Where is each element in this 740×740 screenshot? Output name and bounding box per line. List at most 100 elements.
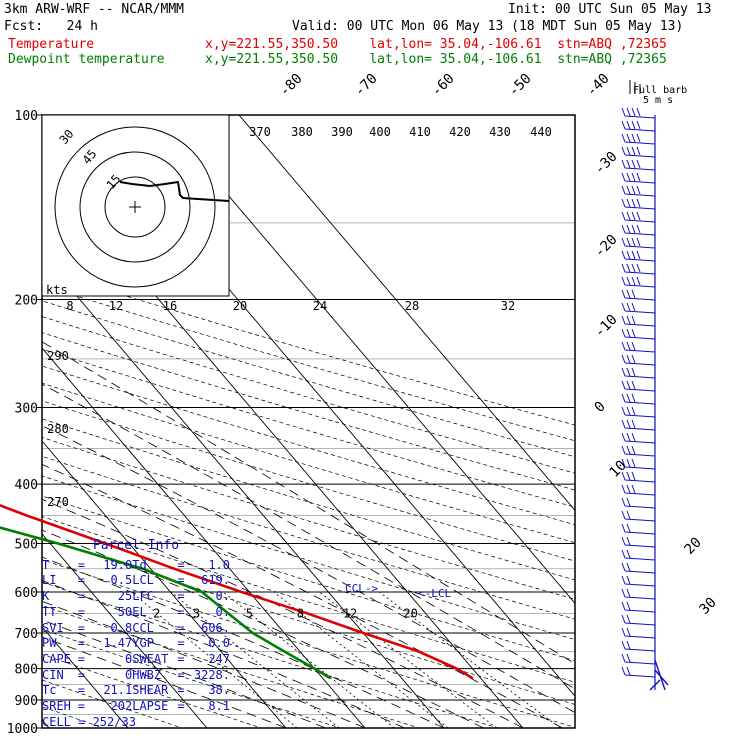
moist-adiabat <box>42 341 575 665</box>
hodograph-ring <box>54 126 216 288</box>
parcel-cell: T <box>42 557 50 572</box>
parcel-cell: = <box>77 667 85 682</box>
theta-label: 370 <box>249 125 271 139</box>
wind-barb <box>621 263 656 275</box>
parcel-cell: 1.47 <box>103 636 133 651</box>
isotherm <box>42 347 366 728</box>
parcel-cell: EL <box>132 604 147 619</box>
wind-barb <box>621 601 656 613</box>
moist-adiabat <box>42 425 575 714</box>
parcel-cell: = <box>77 604 85 619</box>
wind-barb <box>621 380 656 392</box>
speed-label: 20 <box>233 299 247 313</box>
theta-label: 390 <box>331 125 353 139</box>
wind-barb <box>621 510 656 522</box>
pressure-label: 300 <box>15 401 38 416</box>
parcel-cell: 1.0 <box>208 557 230 572</box>
wind-barb <box>621 393 656 405</box>
dry-adiabat <box>42 679 183 728</box>
forecast-hour: Fcst: 24 h <box>4 19 98 34</box>
temperature-legend-label: Temperature <box>8 37 95 52</box>
isotherm-label: 0 <box>592 399 609 416</box>
wind-barb <box>621 432 656 444</box>
wind-barb <box>621 614 656 626</box>
isotherm-label: -70 <box>352 71 381 100</box>
wind-barb <box>621 406 656 418</box>
wind-barb <box>621 120 656 132</box>
pressure-label: 800 <box>15 663 38 678</box>
parcel-cell: = <box>177 683 185 698</box>
parcel-cell: = <box>177 557 185 572</box>
wind-barb <box>621 328 656 340</box>
wind-barb <box>621 211 656 223</box>
parcel-cell: K <box>42 589 50 604</box>
wind-barb <box>621 653 656 665</box>
mixing-ratio-line <box>170 591 340 728</box>
parcel-cell: 0.8 <box>110 620 133 635</box>
parcel-cell: SWEAT <box>132 651 169 666</box>
parcel-row: T = 19.0 Td = 1.0 <box>42 558 230 574</box>
hodograph-ring <box>104 176 166 238</box>
wind-barb <box>621 341 656 353</box>
parcel-cell: = <box>177 699 185 714</box>
parcel-cell: = <box>177 636 185 651</box>
speed-label: 12 <box>109 299 123 313</box>
parcel-cell: = <box>77 699 85 714</box>
parcel-cell: 25 <box>117 589 133 604</box>
parcel-cell: = <box>177 589 185 604</box>
dry-adiabat <box>42 581 499 728</box>
parcel-title: Parcel Info <box>92 538 180 553</box>
wind-barb <box>621 185 656 197</box>
wind-barb <box>621 458 656 470</box>
cell-motion: CELL = 252/33 <box>42 714 136 729</box>
header: 3km ARW-WRF -- NCAR/MMM Init: 00 UTC Sun… <box>0 0 740 70</box>
isotherm-label: 30 <box>697 595 720 618</box>
mixing-ratio-label: 2 <box>153 606 160 620</box>
barb-key-icon <box>629 80 641 94</box>
parcel-cell: 0 <box>125 651 133 666</box>
moist-adiabat <box>42 383 575 690</box>
parcel-cell: YGP <box>132 636 154 651</box>
parcel-cell: 19.0 <box>103 557 133 572</box>
isotherm-label: -50 <box>506 71 535 100</box>
parcel-cell: LFC <box>132 589 154 604</box>
parcel-cell: = <box>177 573 185 588</box>
parcel-cell: TT <box>42 604 57 619</box>
parcel-row: LI = 0.5 LCL = 619. <box>42 573 230 589</box>
isotherm-label: -40 <box>584 71 613 100</box>
parcel-row: CAPE = 0 SWEAT = 247 <box>42 652 230 668</box>
wind-barb <box>621 536 656 548</box>
pressure-label: 500 <box>15 537 38 552</box>
dry-adiabat <box>42 348 575 508</box>
wind-barb <box>621 627 656 639</box>
parcel-info-panel: Parcel Info T = 19.0 Td = 1.0 LI = 0.5 LCL = 619. K =… <box>42 538 230 729</box>
mixing-ratio-line <box>319 591 497 728</box>
parcel-cell: = <box>77 573 85 588</box>
parcel-cell: Td <box>132 557 147 572</box>
dewpoint-profile <box>0 526 332 680</box>
wind-barb <box>621 575 656 587</box>
parcel-row: SREH = 202 LAPSE = 8.1 <box>42 699 230 715</box>
temperature-location: x,y=221.55,350.50 lat,lon= 35.04,-106.61… <box>205 37 667 52</box>
mixing-ratio-label: 5 <box>246 606 253 620</box>
parcel-cell: = <box>177 651 185 666</box>
parcel-cell: 0. <box>215 589 230 604</box>
speed-label: 16 <box>163 299 177 313</box>
dry-adiabat <box>42 436 575 600</box>
parcel-cell: = <box>77 589 85 604</box>
parcel-cell: HWBZ <box>132 667 162 682</box>
isotherm-label: 10 <box>607 458 630 481</box>
wind-barb <box>621 276 656 288</box>
wind-barb <box>621 484 656 496</box>
wind-barb <box>621 562 656 574</box>
wind-barb <box>621 666 656 678</box>
wind-barb <box>621 133 656 145</box>
parcel-cell: SVI <box>42 620 64 635</box>
isotherm-label: -10 <box>592 312 621 341</box>
theta-left-label: 280 <box>47 422 69 436</box>
dry-adiabat <box>42 316 575 474</box>
valid-time: Valid: 00 UTC Mon 06 May 13 (18 MDT Sun … <box>292 19 684 34</box>
theta-label: 380 <box>291 125 313 139</box>
init-time: Init: 00 UTC Sun 05 May 13 <box>508 2 712 17</box>
wind-barb <box>621 198 656 210</box>
